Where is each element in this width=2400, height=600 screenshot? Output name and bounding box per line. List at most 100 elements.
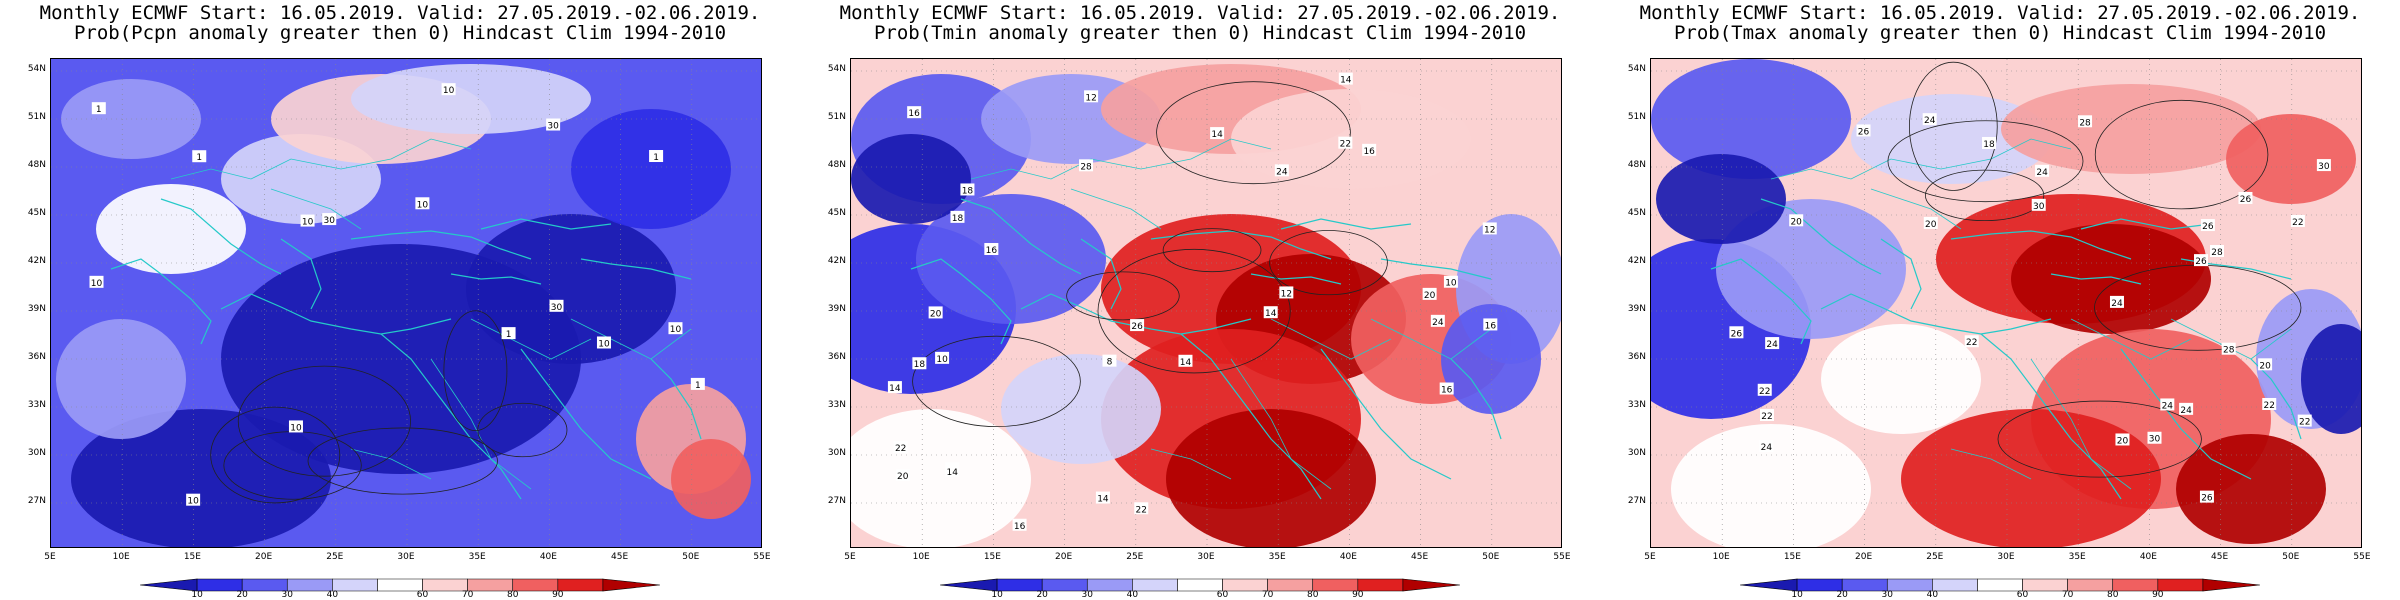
lat-tick-label: 33N — [1627, 400, 1646, 410]
contour-label: 10 — [187, 497, 199, 507]
lon-tick-label: 30E — [1997, 552, 2015, 562]
contour-label: 10 — [1445, 279, 1457, 289]
colorbar-tick-label: 80 — [1306, 590, 1319, 600]
contour-label: 30 — [2318, 162, 2330, 172]
contour-label: 26 — [2201, 494, 2213, 504]
contour-label: 1 — [96, 105, 102, 115]
contour-label: 10 — [91, 279, 103, 289]
contour-label: 14 — [889, 384, 901, 394]
lat-tick-label: 48N — [27, 160, 46, 170]
lon-tick-label: 55E — [753, 552, 771, 562]
colorbar-tick-label: 30 — [281, 590, 293, 600]
lon-tick-label: 15E — [1783, 552, 1801, 562]
colorbar-tick-label: 70 — [461, 590, 474, 600]
contour-label: 24 — [2180, 406, 2192, 416]
lon-tick-label: 25E — [1126, 552, 1144, 562]
lat-tick-label: 39N — [27, 304, 46, 314]
contour-label: 10 — [670, 325, 682, 335]
map-canvas: 20 22 24 22 24 26 20 18 24 24 20 22 26 28 26 22 20 24 22 30… — [1651, 59, 2361, 547]
colorbar-segment — [1402, 578, 1460, 592]
probability-colorbar — [1740, 578, 2260, 592]
lat-tick-label: 51N — [27, 112, 46, 122]
contour-label: 28 — [2223, 346, 2235, 356]
contour-label: 18 — [962, 186, 974, 196]
panel-title-line2: Prob(Tmin anomaly greater then 0) Hindca… — [873, 22, 1527, 44]
lat-tick-label: 27N — [27, 496, 46, 506]
colorbar-tick-label: 10 — [1791, 590, 1803, 600]
contour-label: 26 — [1131, 322, 1143, 332]
contour-label: 18 — [1983, 140, 1995, 150]
contour-label: 30 — [547, 122, 559, 132]
contour-label: 14 — [1097, 495, 1109, 505]
lat-tick-label: 27N — [827, 496, 846, 506]
contour-label: 20 — [2117, 436, 2129, 446]
probability-colorbar — [940, 578, 1460, 592]
lon-tick-label: 50E — [2282, 552, 2300, 562]
contour-label: 16 — [986, 246, 998, 256]
lon-tick-label: 45E — [611, 552, 629, 562]
lon-tick-label: 10E — [112, 552, 130, 562]
contour-label: 24 — [1761, 443, 1773, 453]
contour-label: 24 — [1432, 318, 1444, 328]
contour-label: 16 — [908, 109, 920, 119]
colorbar-tick-label: 20 — [1036, 590, 1048, 600]
lon-tick-label: 25E — [326, 552, 344, 562]
contour-label: 22 — [1761, 412, 1772, 422]
colorbar-segment — [2202, 578, 2260, 592]
tmin-panel: Monthly ECMWF Start: 16.05.2019. Valid: … — [800, 0, 1600, 600]
contour-label: 10 — [443, 86, 455, 96]
contour-label: 1 — [506, 330, 512, 340]
panel-title-line2: Prob(Tmax anomaly greater then 0) Hindca… — [1673, 22, 2327, 44]
contour-label: 14 — [946, 468, 958, 478]
colorbar-tick-label: 70 — [2061, 590, 2074, 600]
tmax-panel: Monthly ECMWF Start: 16.05.2019. Valid: … — [1600, 0, 2400, 600]
colorbar-tick-label: 90 — [2152, 590, 2164, 600]
panel-title-line1: Monthly ECMWF Start: 16.05.2019. Valid: … — [39, 2, 761, 24]
contour-label: 24 — [1924, 116, 1936, 126]
lat-tick-label: 36N — [1627, 352, 1646, 362]
contour-label: 22 — [1966, 338, 1977, 348]
lon-tick-label: 15E — [983, 552, 1001, 562]
colorbar-tick-label: 80 — [2106, 590, 2119, 600]
contour-label: 16 — [1363, 147, 1375, 157]
lat-tick-label: 42N — [827, 256, 846, 266]
lat-tick-label: 54N — [827, 64, 846, 74]
lon-tick-label: 40E — [1339, 552, 1357, 562]
lon-tick-label: 5E — [1644, 552, 1656, 562]
contour-label: 30 — [324, 216, 336, 226]
contour-label: 20 — [930, 309, 942, 319]
colorbar-tick-label: 40 — [326, 590, 339, 600]
lat-tick-label: 30N — [27, 448, 46, 458]
contour-label: 14 — [1340, 76, 1352, 86]
colorbar-tick-label: 60 — [416, 590, 429, 600]
contour-label: 20 — [1925, 220, 1937, 230]
lat-tick-label: 51N — [827, 112, 846, 122]
contour-label: 30 — [2033, 202, 2045, 212]
lon-tick-label: 50E — [1482, 552, 1500, 562]
lon-tick-label: 35E — [468, 552, 486, 562]
panel-title-line2: Prob(Pcpn anomaly greater then 0) Hindca… — [73, 22, 727, 44]
contour-label: 28 — [2079, 118, 2091, 128]
contour-label: 24 — [1766, 340, 1778, 350]
contour-label: 22 — [1136, 505, 1147, 515]
contour-label: 16 — [1485, 321, 1497, 331]
contour-label: 26 — [1858, 127, 1870, 137]
colorbar-tick-label: 60 — [1216, 590, 1229, 600]
colorbar-tick-label: 20 — [236, 590, 248, 600]
colorbar-tick-label: 10 — [991, 590, 1003, 600]
map-canvas: 10 30 30 10 10 30 10 10 10 1 1 1 10 1 1 10 — [51, 59, 761, 547]
lon-tick-label: 40E — [539, 552, 557, 562]
contour-label: 10 — [936, 355, 948, 365]
lat-tick-label: 54N — [27, 64, 46, 74]
contour-label: 20 — [1790, 217, 1802, 227]
contour-label: 22 — [895, 444, 906, 454]
tmin-probability-map: 12 14 16 14 16 10 8 12 14 16 18 16 14 12 14 10 18 16 22 20 2… — [850, 58, 1562, 548]
colorbar-tick-label: 40 — [1126, 590, 1139, 600]
contour-label: 24 — [2111, 299, 2123, 309]
lon-tick-label: 50E — [682, 552, 700, 562]
contour-label: 24 — [2162, 401, 2174, 411]
lat-tick-label: 45N — [1627, 208, 1646, 218]
contour-label: 14 — [1211, 130, 1223, 140]
contour-label: 10 — [598, 339, 610, 349]
contour-label: 22 — [1340, 140, 1351, 150]
